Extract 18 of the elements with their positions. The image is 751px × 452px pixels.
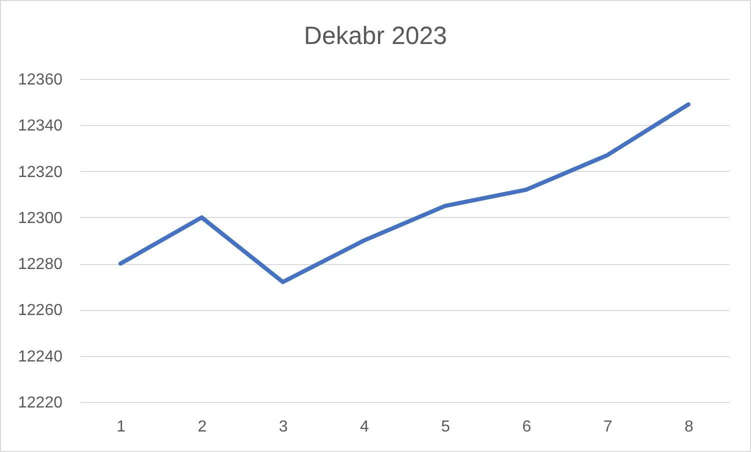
x-tick-label: 3 xyxy=(278,418,288,436)
x-tick-label: 8 xyxy=(684,418,694,436)
y-tick-label: 12220 xyxy=(18,394,63,412)
chart-title: Dekabr 2023 xyxy=(304,22,448,50)
y-tick-label: 12280 xyxy=(18,256,63,274)
line-series xyxy=(118,102,691,284)
x-tick-label: 6 xyxy=(522,418,532,436)
x-tick-label: 1 xyxy=(116,418,126,436)
y-tick-label: 12260 xyxy=(18,302,63,320)
x-tick-label: 2 xyxy=(198,418,207,436)
y-tick-label: 12240 xyxy=(18,348,63,366)
y-tick-label: 12300 xyxy=(18,210,63,227)
x-tick-label: 4 xyxy=(360,418,369,436)
x-tick-label: 7 xyxy=(603,418,612,436)
x-tick-label: 5 xyxy=(441,418,450,436)
y-tick-label: 12340 xyxy=(18,118,63,135)
y-tick-label: 12320 xyxy=(18,164,63,181)
y-tick-label: 12360 xyxy=(18,72,63,88)
